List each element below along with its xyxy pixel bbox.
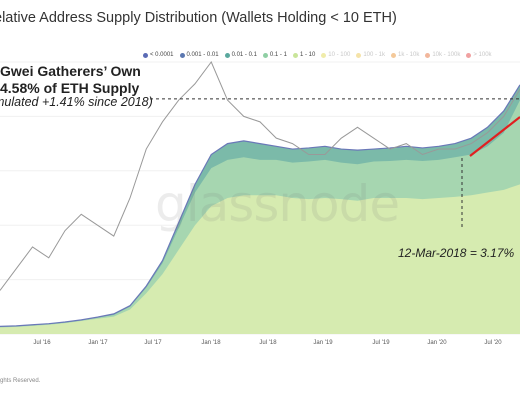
legend-label: 1 - 10 [299,52,316,58]
x-tick-label: Jul '18 [259,340,277,346]
legend-swatch [321,52,327,58]
legend-item[interactable]: 10 - 100 [321,52,350,58]
legend-swatch [224,52,230,58]
legend-label: 100 - 1k [363,52,385,58]
legend-label: > 100k [473,52,492,58]
marker-annotation: 12-Mar-2018 = 3.17% [398,246,515,260]
watermark-logo: glassnode [155,175,400,233]
legend-label: 0.01 - 0.1 [231,52,257,58]
legend-item[interactable]: 0.01 - 0.1 [224,52,257,58]
area-series-1-10 [0,184,520,334]
legend-label: < 0.0001 [150,52,174,58]
x-tick-label: Jan '18 [201,340,221,346]
legend-swatch [179,52,185,58]
legend-item[interactable]: 100 - 1k [356,52,385,58]
x-tick-label: Jul '17 [144,340,162,346]
x-tick-label: Jan '17 [88,340,108,346]
headline-line-1: Gwei Gatherers’ Own [0,63,141,79]
legend-item[interactable]: 0.001 - 0.01 [179,52,219,58]
legend-swatch [466,52,472,58]
legend-swatch [292,52,298,58]
legend-swatch [143,52,148,58]
headline-annotation: Gwei Gatherers’ Own 4.58% of ETH Supply [0,63,141,97]
x-tick-label: Jan '20 [427,340,447,346]
x-tick-label: Jul '19 [372,340,390,346]
legend-item[interactable]: 1 - 10 [292,52,316,58]
legend-label: 0.001 - 0.01 [186,52,219,58]
legend-swatch [425,52,431,58]
legend-label: 0.1 - 1 [269,52,287,58]
legend-label: 10 - 100 [328,52,351,58]
x-tick-label: Jul '20 [484,340,502,346]
legend-label: 10k - 100k [432,52,461,58]
chart-title: elative Address Supply Distribution (Wal… [0,10,397,26]
legend-item[interactable]: 1k - 10k [391,52,419,58]
series-edge-line [0,84,520,327]
legend-item[interactable]: 0.1 - 1 [262,52,287,58]
x-tick-label: Jan '19 [313,340,333,346]
copyright-footer: ghts Reserved. [0,378,41,384]
subline-annotation: mulated +1.41% since 2018) [0,95,153,109]
legend-item[interactable]: 10k - 100k [425,52,460,58]
legend-swatch [391,52,396,58]
legend-label: 1k - 10k [398,52,420,58]
x-tick-label: Jul '16 [33,340,51,346]
legend-item[interactable]: < 0.0001 [143,52,174,58]
trend-line [469,116,520,157]
legend-item[interactable]: > 100k [466,52,492,58]
headline-line-2: 4.58% of ETH Supply [0,80,140,96]
chart-legend: < 0.0001 0.001 - 0.01 0.01 - 0.1 0.1 - 1 1 -… [143,52,492,58]
legend-swatch [262,52,268,58]
price-line [0,61,520,291]
legend-swatch [356,52,362,58]
